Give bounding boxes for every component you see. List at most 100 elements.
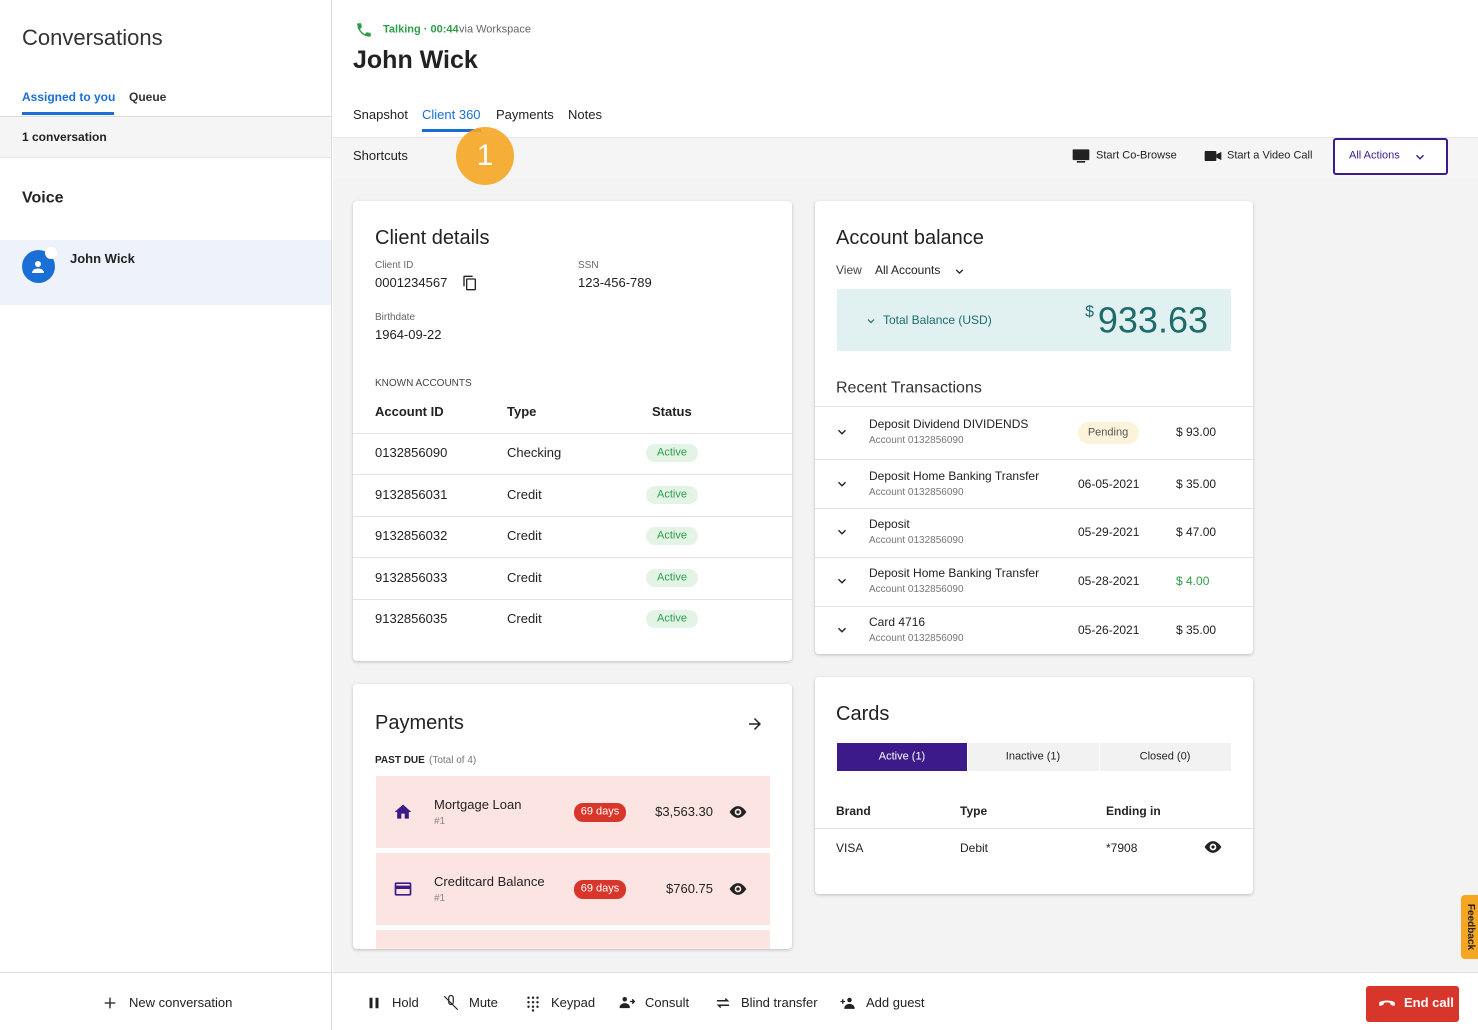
call-button[interactable]: Blind transfer — [741, 995, 818, 1011]
call-icon — [443, 994, 459, 1011]
currency-sign: $ — [1085, 303, 1094, 321]
action[interactable]: Start a Video Call — [1227, 149, 1313, 162]
column-header: Ending in — [1106, 803, 1161, 818]
transaction-amount: $ 93.00 — [1176, 424, 1217, 439]
chevron — [1416, 154, 1424, 160]
tab-label[interactable]: Inactive (1) — [1005, 750, 1061, 763]
divider — [0, 972, 331, 973]
transaction-account: Account 0132856090 — [869, 633, 964, 644]
tab[interactable]: Assigned to you — [22, 89, 116, 104]
transaction-name: Deposit Home Banking Transfer — [869, 468, 1040, 483]
payment-name: Creditcard Balance — [434, 874, 545, 890]
payment-amount: $760.75 — [666, 881, 713, 897]
call-icon — [527, 996, 539, 1012]
card-title: Client details — [375, 227, 490, 249]
sidebar — [0, 0, 332, 1030]
chevron — [838, 429, 846, 435]
card-tab[interactable] — [1099, 743, 1231, 771]
view-label: View — [836, 262, 862, 277]
divider — [815, 508, 1253, 509]
payment-icon — [394, 804, 412, 819]
avatar-icon — [32, 261, 44, 273]
step-number: 1 — [476, 139, 494, 172]
contact-name: John Wick — [70, 251, 135, 267]
conversation-count: 1 conversation — [22, 129, 107, 144]
call-button[interactable]: Add guest — [866, 995, 925, 1011]
chevron — [838, 627, 846, 633]
status-chip — [646, 568, 698, 587]
field-value: 0001234567 — [375, 275, 448, 291]
tab[interactable]: Snapshot — [353, 107, 408, 123]
tab-label[interactable]: Active (1) — [878, 750, 926, 763]
action[interactable]: Start Co-Browse — [1096, 149, 1177, 162]
account-type: Credit — [507, 611, 542, 627]
feedback-tab[interactable] — [1461, 895, 1478, 959]
divider — [815, 606, 1253, 607]
status-chip — [646, 444, 698, 462]
new-conversation[interactable]: New conversation — [129, 995, 233, 1011]
call-button[interactable]: Keypad — [551, 995, 596, 1011]
tab[interactable]: Client 360 — [422, 107, 481, 123]
payment-item[interactable] — [376, 776, 770, 848]
payment-item[interactable] — [376, 853, 770, 925]
transaction-amount: $ 47.00 — [1176, 524, 1217, 539]
card-tab[interactable] — [967, 743, 1099, 771]
card-title: Payments — [375, 712, 464, 734]
tab[interactable]: Payments — [496, 107, 554, 123]
card-tab[interactable] — [837, 743, 967, 771]
divider — [353, 432, 792, 434]
chevron — [838, 529, 846, 535]
field-label: Client ID — [375, 260, 414, 271]
status-chip — [646, 610, 698, 628]
eye-icon — [1204, 841, 1222, 853]
tab-label[interactable]: Closed (0) — [1139, 750, 1191, 763]
section-label: KNOWN ACCOUNTS — [375, 378, 472, 389]
field-label: Birthdate — [375, 312, 416, 323]
transaction-date: 06-05-2021 — [1078, 476, 1140, 491]
transaction-name: Deposit Dividend DIVIDENDS — [869, 416, 1029, 431]
arrow-icon — [749, 718, 761, 730]
tab[interactable]: Notes — [568, 107, 602, 123]
tab-indicator — [422, 129, 481, 132]
divider — [815, 557, 1253, 558]
eye-icon — [729, 806, 747, 818]
account-id: 9132856032 — [375, 528, 448, 544]
transaction-account: Account 0132856090 — [869, 535, 964, 546]
transaction-name: Card 4716 — [869, 614, 926, 629]
all-actions-button[interactable] — [1333, 138, 1448, 175]
divider — [815, 828, 1253, 829]
call-button[interactable]: Consult — [645, 995, 690, 1011]
account-type: Credit — [507, 486, 542, 502]
status-text: Active — [657, 612, 687, 625]
payment-number: #1 — [434, 816, 446, 827]
card-title: Account balance — [836, 227, 984, 249]
transaction-amount: $ 35.00 — [1176, 476, 1217, 491]
payment-name: Mortgage Loan — [434, 797, 522, 813]
call-button[interactable]: Mute — [469, 995, 498, 1011]
divider — [353, 598, 792, 600]
field-label: SSN — [578, 260, 599, 271]
copy-icon — [463, 275, 476, 291]
cards-card — [815, 677, 1253, 894]
sidebar-title: Conversations — [22, 24, 163, 50]
plus-icon — [104, 997, 116, 1009]
chevron — [838, 578, 846, 584]
account-filter[interactable]: All Accounts — [875, 262, 941, 277]
tab[interactable]: Queue — [129, 89, 167, 104]
days-chip — [574, 880, 626, 899]
chevron — [955, 268, 963, 274]
status-chip — [646, 485, 698, 504]
status-chip — [646, 527, 698, 545]
account-id: 0132856090 — [375, 445, 448, 461]
payment-icon — [394, 882, 412, 896]
video-icon — [1204, 151, 1222, 161]
field-value: 123-456-789 — [578, 275, 652, 291]
payment-number: #1 — [434, 893, 446, 904]
section-title: Voice — [22, 189, 64, 207]
column-header: Brand — [836, 803, 871, 818]
tab-indicator — [22, 112, 114, 115]
call-button[interactable]: Hold — [392, 995, 419, 1011]
feedback-label[interactable]: Feedback — [1465, 903, 1476, 951]
status-text: Active — [657, 570, 687, 583]
